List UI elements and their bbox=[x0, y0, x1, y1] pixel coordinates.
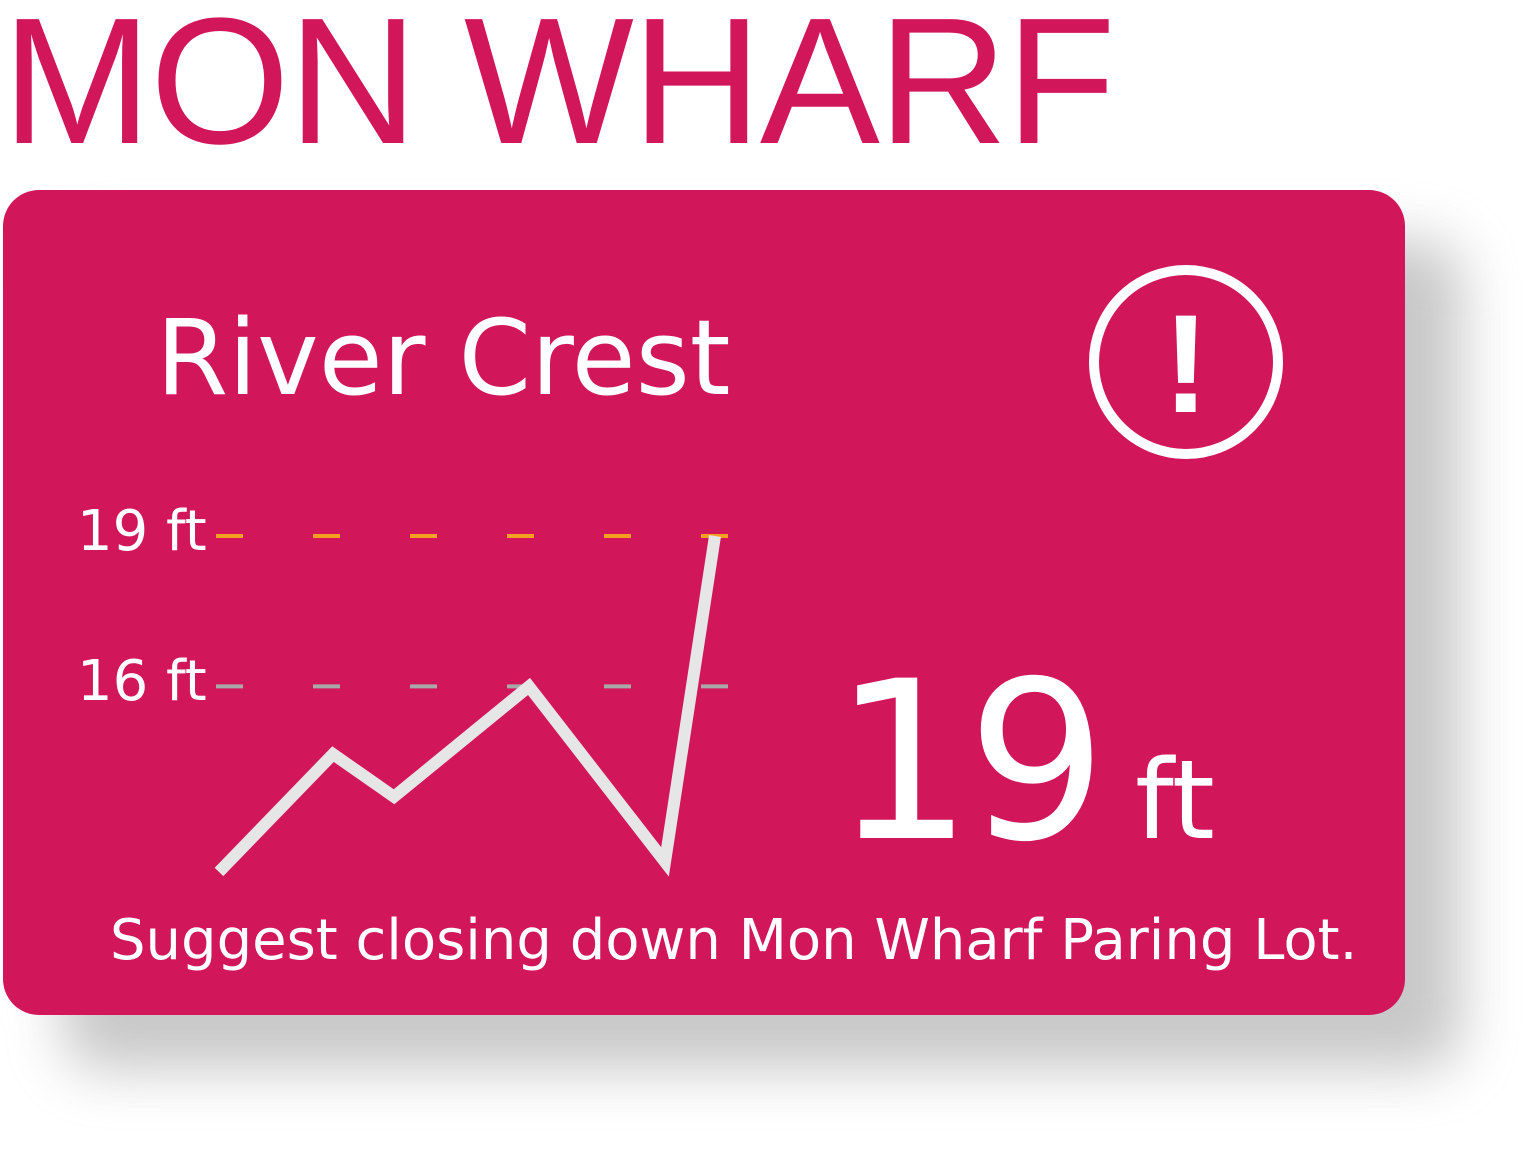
river-crest-card: River Crest ! 19 ft 16 ft 19 ft Suggest cl… bbox=[3, 190, 1405, 1015]
current-level-value: 19 bbox=[833, 634, 1107, 890]
river-level-chart: 19 ft 16 ft bbox=[3, 490, 823, 910]
alert-glyph: ! bbox=[1163, 285, 1210, 442]
suggestion-text: Suggest closing down Mon Wharf Paring Lo… bbox=[110, 908, 1358, 973]
threshold-lines bbox=[216, 534, 798, 689]
y-tick-label-16: 16 ft bbox=[77, 649, 207, 715]
card-heading: River Crest bbox=[156, 297, 731, 419]
river-level-chart-svg bbox=[214, 534, 798, 877]
y-tick-label-19: 19 ft bbox=[77, 499, 207, 564]
page-title: MON WHARF bbox=[2, 0, 1116, 182]
series-layer bbox=[214, 535, 721, 877]
current-level-readout: 19 ft bbox=[833, 652, 1215, 872]
exclamation-circle-icon: ! bbox=[1086, 262, 1286, 462]
series-line-0 bbox=[214, 535, 721, 877]
current-level-unit: ft bbox=[1134, 736, 1215, 864]
